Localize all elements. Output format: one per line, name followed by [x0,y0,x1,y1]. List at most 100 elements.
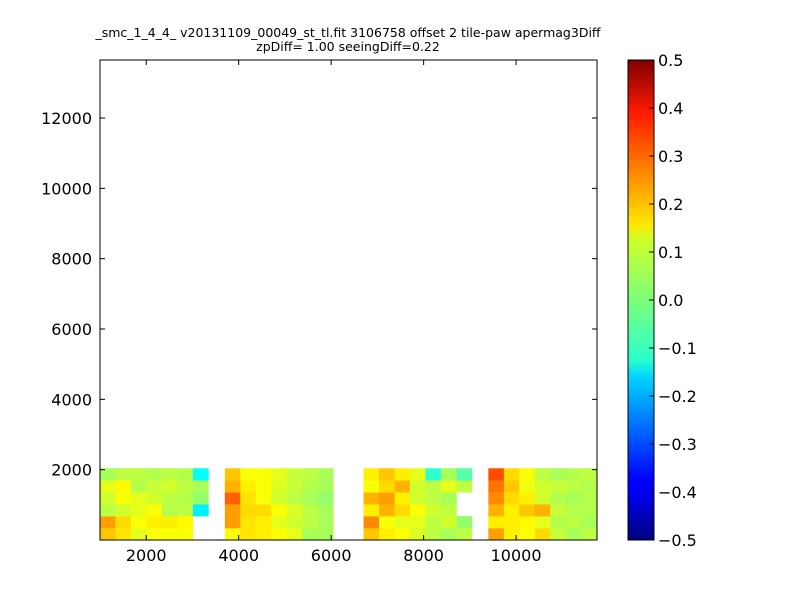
heatmap-cell [317,480,334,493]
heatmap-cell [130,468,147,481]
heatmap-cell [394,468,411,481]
heatmap-cell [394,480,411,493]
colorbar-tick-label: −0.4 [658,483,697,502]
heatmap-cell [146,480,163,493]
heatmap-cell [286,492,303,505]
heatmap-cell [425,528,442,541]
heatmap-cell [394,528,411,541]
heatmap-cell [317,528,334,541]
heatmap-cell [100,504,116,517]
heatmap-cell [302,480,319,493]
heatmap-cell [271,480,288,493]
heatmap-cell [177,516,194,529]
heatmap-cell [363,528,380,541]
heatmap-cell [130,504,147,517]
y-axis: 2000 4000 6000 8000 10000 12000 [41,109,597,480]
heatmap-cell [100,480,116,493]
heatmap-cell [565,492,582,505]
heatmap-cell [100,492,116,505]
heatmap-cell [317,516,334,529]
heatmap-cell [240,468,257,481]
heatmap-cell [146,504,163,517]
heatmap-cell [581,516,598,529]
heatmap-cell [534,528,551,541]
heatmap-cell [425,468,442,481]
colorbar-tick-label: −0.5 [658,531,697,550]
heatmap-cell [550,528,567,541]
heatmap-cell [115,516,132,529]
heatmap-cell [519,516,536,529]
x-tick-label: 8000 [403,546,444,565]
heatmap-cell [302,492,319,505]
heatmap-cell [440,468,457,481]
heatmap-cell [456,468,473,481]
heatmap-cell [379,516,395,529]
heatmap-cell [240,528,257,541]
heatmap-cell [255,480,272,493]
heatmap-cell [130,528,147,541]
heatmap-cell [224,468,241,481]
heatmap-cell [161,516,178,529]
heatmap-cell [130,480,147,493]
y-tick-label: 8000 [51,250,92,269]
heatmap-cell [503,492,520,505]
heatmap-cell [255,492,272,505]
heatmap-cell [286,468,303,481]
heatmap-cell [581,504,598,517]
heatmap-cell [581,528,598,541]
heatmap-cell [224,516,241,529]
colorbar-tick-label: −0.1 [658,339,697,358]
heatmap-cell [286,480,303,493]
heatmap-cell [565,528,582,541]
heatmap-cell [115,528,132,541]
heatmap-cell [177,468,194,481]
heatmap-cell [379,504,395,517]
heatmap-cell [177,504,194,517]
heatmap-cell [550,504,567,517]
heatmap-cell [161,468,178,481]
chart-subtitle: zpDiff= 1.00 seeingDiff=0.22 [256,39,440,54]
heatmap-cell [550,480,567,493]
heatmap-cell [130,516,147,529]
heatmap-cell [550,492,567,505]
heatmap-cell [192,468,209,481]
heatmap-cell [271,468,288,481]
y-tick-label: 2000 [51,461,92,480]
heatmap-cell [115,504,132,517]
heatmap-cell [581,468,598,481]
heatmap-cell [224,528,241,541]
heatmap-cell [488,504,505,517]
heatmap-cell [488,480,505,493]
heatmap-cell [550,516,567,529]
heatmap-cell [161,528,178,541]
heatmap-cell [224,480,241,493]
heatmap-cell [394,516,411,529]
heatmap-cell [240,492,257,505]
heatmap-cell [302,468,319,481]
heatmap-cell [394,504,411,517]
colorbar-axis: 0.5 0.4 0.3 0.2 0.1 0.0 −0.1 −0.2 −0.3 −0.4 −0.5 [649,51,697,550]
heatmap-cell [440,492,457,505]
heatmap-cell [488,516,505,529]
heatmap-cell [503,528,520,541]
heatmap-cell [565,504,582,517]
heatmap-cell [581,480,598,493]
heatmap-cell [240,480,257,493]
heatmap-cell [146,528,163,541]
heatmap-cell [440,516,457,529]
heatmap-cell [379,528,395,541]
heatmap-cell [409,492,426,505]
heatmap-cell [456,480,473,493]
heatmap-cell [271,504,288,517]
x-tick-label: 6000 [311,546,352,565]
heatmap-cell [363,480,380,493]
heatmap-cell [146,468,163,481]
heatmap-cell [177,492,194,505]
heatmap-cell [409,528,426,541]
heatmap-cell [161,492,178,505]
heatmap-cell [146,492,163,505]
heatmap-cell [503,480,520,493]
colorbar-tick-label: 0.4 [658,99,683,118]
heatmap-cell [394,492,411,505]
heatmap-cell [130,492,147,505]
